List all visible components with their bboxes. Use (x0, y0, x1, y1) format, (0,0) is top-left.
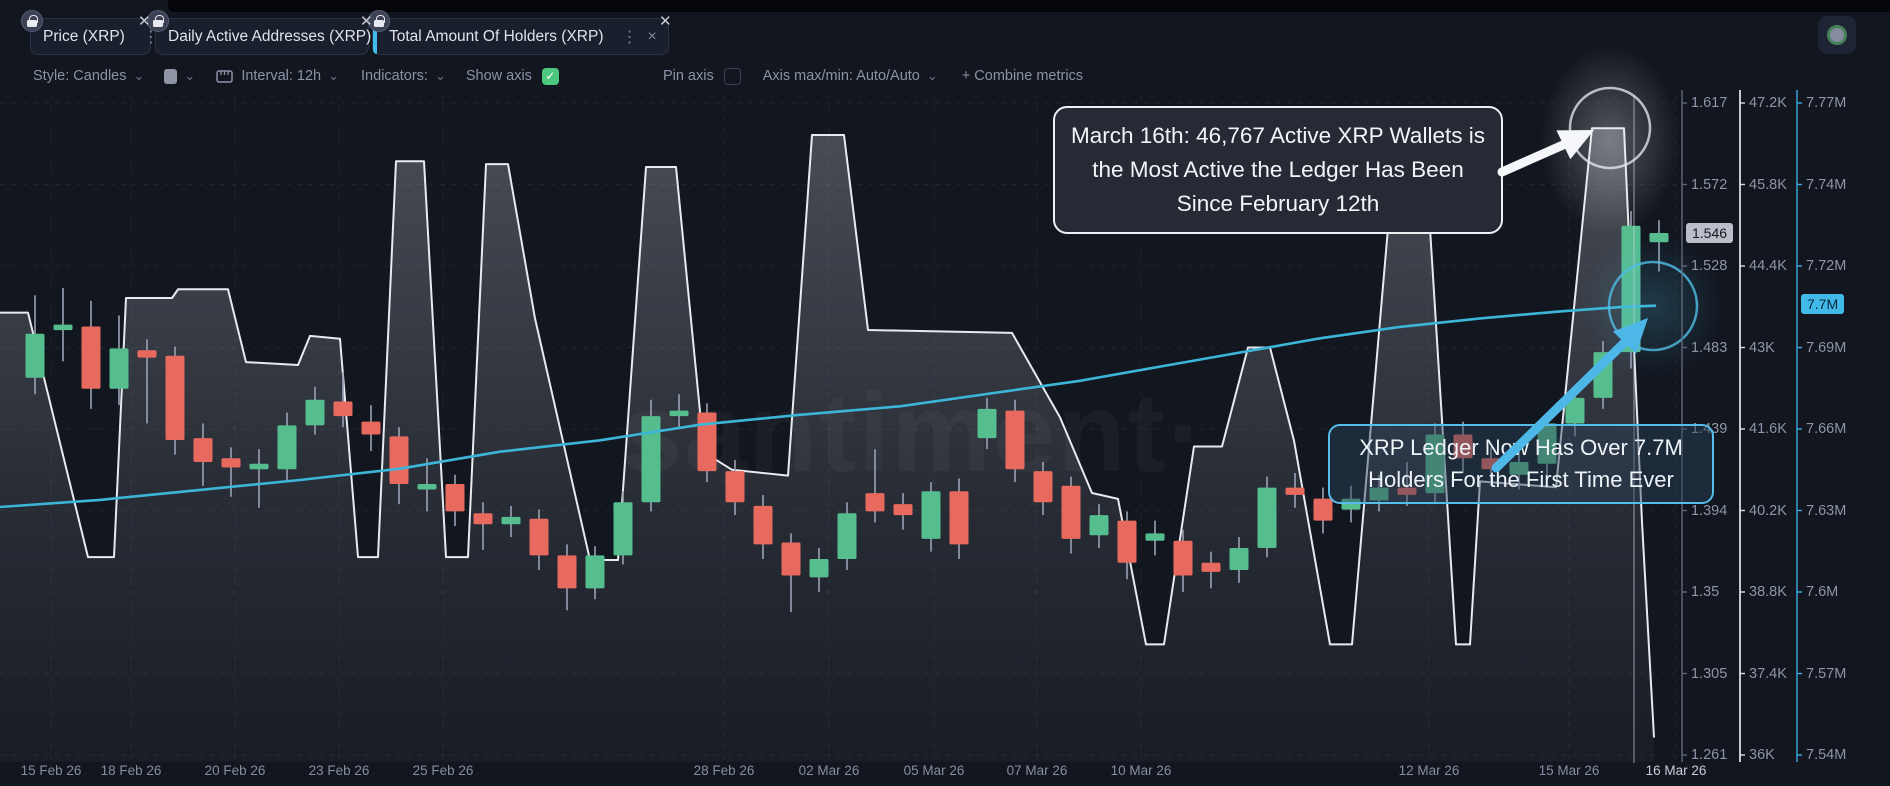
addresses-axis-tick: 43K (1749, 339, 1775, 356)
style-label: Style: Candles (33, 68, 127, 84)
style-dropdown[interactable]: Style: Candles ⌄ (33, 68, 144, 84)
tab-accent (373, 19, 377, 54)
lock-icon[interactable] (21, 10, 43, 32)
avatar-button[interactable] (1818, 16, 1856, 54)
interval-dropdown[interactable]: Interval: 12h ⌄ (216, 68, 339, 84)
holders-axis-tick: 7.66M (1806, 421, 1847, 437)
holders-axis-tick: 7.72M (1806, 258, 1847, 274)
price-last-value-badge: 1.546 (1686, 223, 1734, 244)
combine-metrics-label: + Combine metrics (961, 68, 1084, 84)
date-label: 18 Feb 26 (100, 763, 162, 778)
chevron-down-icon: ⌄ (434, 68, 446, 83)
interval-icon (216, 69, 234, 84)
date-label: 05 Mar 26 (903, 763, 965, 778)
lock-glyph (27, 15, 38, 27)
indicators-dropdown[interactable]: Indicators: ⌄ (361, 68, 446, 84)
addresses-axis-tick: 44.4K (1749, 258, 1787, 274)
chevron-down-icon: ⌄ (133, 68, 145, 83)
date-label: 12 Mar 26 (1398, 763, 1460, 778)
addresses-axis-tick: 41.6K (1749, 421, 1787, 437)
date-label: 16 Mar 26 (1645, 763, 1707, 778)
holders-axis-tick: 7.57M (1806, 665, 1847, 682)
date-label: 07 Mar 26 (1006, 763, 1068, 778)
holders-last-value-badge: 7.7M (1801, 294, 1845, 315)
holders-line (0, 304, 1657, 509)
indicators-label: Indicators: (361, 68, 428, 84)
addresses-axis-tick: 47.2K (1749, 95, 1787, 111)
price-axis-tick: 1.394 (1691, 502, 1728, 519)
axis-maxmin-dropdown[interactable]: Axis max/min: Auto/Auto ⌄ (763, 68, 938, 84)
pin-axis-toggle[interactable]: Pin axis ✓ (662, 67, 741, 85)
price-axis-tick: 1.35 (1691, 584, 1720, 600)
holders-axis-tick: 7.54M (1806, 747, 1847, 763)
lock-icon[interactable] (368, 10, 390, 32)
price-axis-tick: 1.528 (1691, 258, 1728, 274)
avatar-core (1832, 30, 1842, 40)
kebab-menu-icon[interactable]: ⋮ (142, 28, 159, 46)
addresses-area-fill (0, 128, 1654, 762)
interval-label: Interval: 12h (241, 68, 322, 84)
tab-close-icon[interactable]: × (647, 27, 657, 45)
chevron-down-icon: ⌄ (926, 68, 938, 83)
holders-axis-tick: 7.77M (1806, 95, 1847, 111)
date-label: 25 Feb 26 (412, 763, 474, 778)
price-axis-tick: 1.483 (1691, 339, 1728, 356)
tab-bar: Price (XRP) ⋮ × Daily Active Addresses (… (0, 0, 1890, 58)
close-icon[interactable]: ✕ (138, 13, 151, 30)
lock-glyph (374, 15, 385, 27)
date-label: 15 Feb 26 (20, 763, 82, 778)
show-axis-toggle[interactable]: Show axis ✓ (465, 67, 559, 85)
close-icon[interactable]: ✕ (659, 13, 672, 30)
addresses-axis-tick: 37.4K (1749, 665, 1787, 682)
pin-axis-label: Pin axis (662, 68, 714, 84)
price-axis-tick: 1.305 (1691, 665, 1728, 682)
close-icon[interactable]: ✕ (360, 13, 373, 30)
show-axis-checkbox[interactable]: ✓ (541, 67, 559, 85)
pin-axis-checkbox[interactable]: ✓ (723, 67, 741, 85)
color-swatch-dropdown[interactable]: ⌄ (164, 68, 196, 84)
holders-axis-tick: 7.63M (1806, 502, 1847, 519)
lock-icon[interactable] (147, 10, 169, 32)
tab-label: Price (XRP) (43, 27, 125, 45)
show-axis-label: Show axis (465, 68, 532, 84)
addresses-axis-tick: 45.8K (1749, 176, 1787, 193)
date-label: 20 Feb 26 (204, 763, 266, 778)
chevron-down-icon: ⌄ (328, 68, 340, 83)
peak-glow (1540, 45, 1680, 235)
date-label: 23 Feb 26 (308, 763, 370, 778)
date-label: 28 Feb 26 (693, 763, 755, 778)
callout-holders-record: XRP Ledger Now Has Over 7.7M Holders For… (1328, 424, 1714, 504)
date-label: 15 Mar 26 (1538, 763, 1600, 778)
holders-axis-tick: 7.6M (1806, 584, 1839, 600)
wallets-highlight-circle (1568, 86, 1652, 170)
holders-highlight-circle (1607, 260, 1699, 352)
addresses-axis-tick: 38.8K (1749, 584, 1787, 600)
addresses-axis-tick: 40.2K (1749, 502, 1787, 519)
date-label: 02 Mar 26 (798, 763, 860, 778)
holders-glow (1581, 234, 1725, 378)
chart-toolbar: Style: Candles ⌄ ⌄ Interval: 12h ⌄ Indicat… (33, 62, 1083, 90)
date-label: 10 Mar 26 (1110, 763, 1172, 778)
price-axis-tick: 1.617 (1691, 95, 1728, 111)
holders-axis-tick: 7.69M (1806, 339, 1847, 356)
lock-glyph (153, 15, 164, 27)
color-swatch (164, 68, 178, 84)
callout-active-wallets: March 16th: 46,767 Active XRP Wallets is… (1053, 106, 1503, 234)
tab-label: Total Amount Of Holders (XRP) (389, 27, 604, 45)
chevron-down-icon: ⌄ (184, 68, 196, 83)
holders-axis-tick: 7.74M (1806, 176, 1847, 193)
kebab-menu-icon[interactable]: ⋮ (621, 28, 638, 46)
price-axis-tick: 1.572 (1691, 176, 1728, 193)
tab-label: Daily Active Addresses (XRP) (168, 27, 372, 45)
tab-total-holders[interactable]: Total Amount Of Holders (XRP) ⋮ × (372, 18, 669, 55)
tab-price-xrp[interactable]: Price (XRP) ⋮ × (30, 18, 178, 55)
addresses-axis-tick: 36K (1749, 747, 1775, 763)
axis-maxmin-label: Axis max/min: Auto/Auto (762, 68, 920, 84)
combine-metrics-button[interactable]: + Combine metrics (962, 68, 1083, 84)
price-axis-tick: 1.261 (1691, 747, 1728, 763)
top-strip (168, 0, 1890, 12)
